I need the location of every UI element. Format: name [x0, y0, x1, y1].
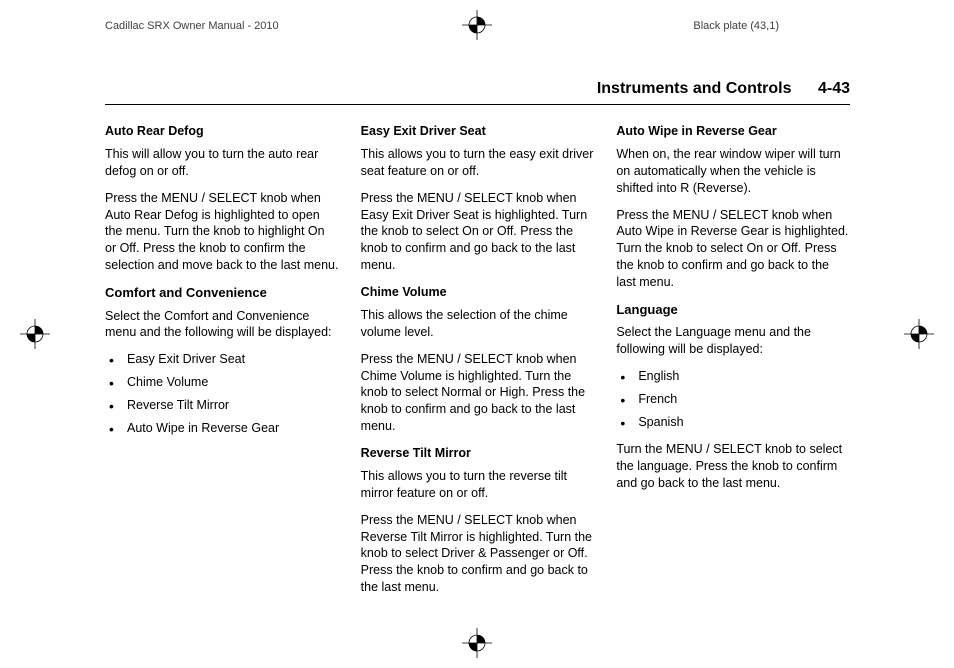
body-text: This will allow you to turn the auto rea…: [105, 146, 339, 180]
column-2: Easy Exit Driver Seat This allows you to…: [361, 123, 595, 606]
list-item: Auto Wipe in Reverse Gear: [105, 420, 339, 437]
body-text: This allows you to turn the reverse tilt…: [361, 468, 595, 502]
registration-mark-top: [462, 10, 492, 40]
body-text: When on, the rear window wiper will turn…: [616, 146, 850, 197]
heading-reverse-tilt: Reverse Tilt Mirror: [361, 445, 595, 462]
bullet-list: Easy Exit Driver Seat Chime Volume Rever…: [105, 351, 339, 437]
list-item: Spanish: [616, 414, 850, 431]
heading-easy-exit: Easy Exit Driver Seat: [361, 123, 595, 140]
list-item: English: [616, 368, 850, 385]
list-item: French: [616, 391, 850, 408]
bullet-list: English French Spanish: [616, 368, 850, 431]
plate-info: Black plate (43,1): [693, 20, 779, 32]
registration-mark-right: [904, 319, 934, 349]
registration-mark-bottom: [462, 628, 492, 658]
body-text: Press the MENU / SELECT knob when Easy E…: [361, 190, 595, 274]
list-item: Chime Volume: [105, 374, 339, 391]
registration-mark-left: [20, 319, 50, 349]
page-header: Instruments and Controls 4-43: [105, 80, 850, 105]
heading-auto-rear-defog: Auto Rear Defog: [105, 123, 339, 140]
page-number: 4-43: [818, 80, 850, 97]
text-columns: Auto Rear Defog This will allow you to t…: [105, 123, 850, 606]
column-3: Auto Wipe in Reverse Gear When on, the r…: [616, 123, 850, 606]
body-text: Press the MENU / SELECT knob when Auto R…: [105, 190, 339, 274]
heading-chime-volume: Chime Volume: [361, 284, 595, 301]
manual-title: Cadillac SRX Owner Manual - 2010: [105, 20, 279, 32]
body-text: Select the Comfort and Convenience menu …: [105, 308, 339, 342]
body-text: Press the MENU / SELECT knob when Auto W…: [616, 207, 850, 291]
body-text: Press the MENU / SELECT knob when Chime …: [361, 351, 595, 435]
body-text: This allows you to turn the easy exit dr…: [361, 146, 595, 180]
list-item: Easy Exit Driver Seat: [105, 351, 339, 368]
section-title: Instruments and Controls: [597, 80, 792, 97]
body-text: This allows the selection of the chime v…: [361, 307, 595, 341]
column-1: Auto Rear Defog This will allow you to t…: [105, 123, 339, 606]
heading-comfort-convenience: Comfort and Convenience: [105, 284, 339, 302]
body-text: Select the Language menu and the followi…: [616, 324, 850, 358]
heading-auto-wipe: Auto Wipe in Reverse Gear: [616, 123, 850, 140]
body-text: Turn the MENU / SELECT knob to select th…: [616, 441, 850, 492]
list-item: Reverse Tilt Mirror: [105, 397, 339, 414]
heading-language: Language: [616, 301, 850, 319]
body-text: Press the MENU / SELECT knob when Revers…: [361, 512, 595, 596]
page-content: Instruments and Controls 4-43 Auto Rear …: [105, 80, 850, 606]
